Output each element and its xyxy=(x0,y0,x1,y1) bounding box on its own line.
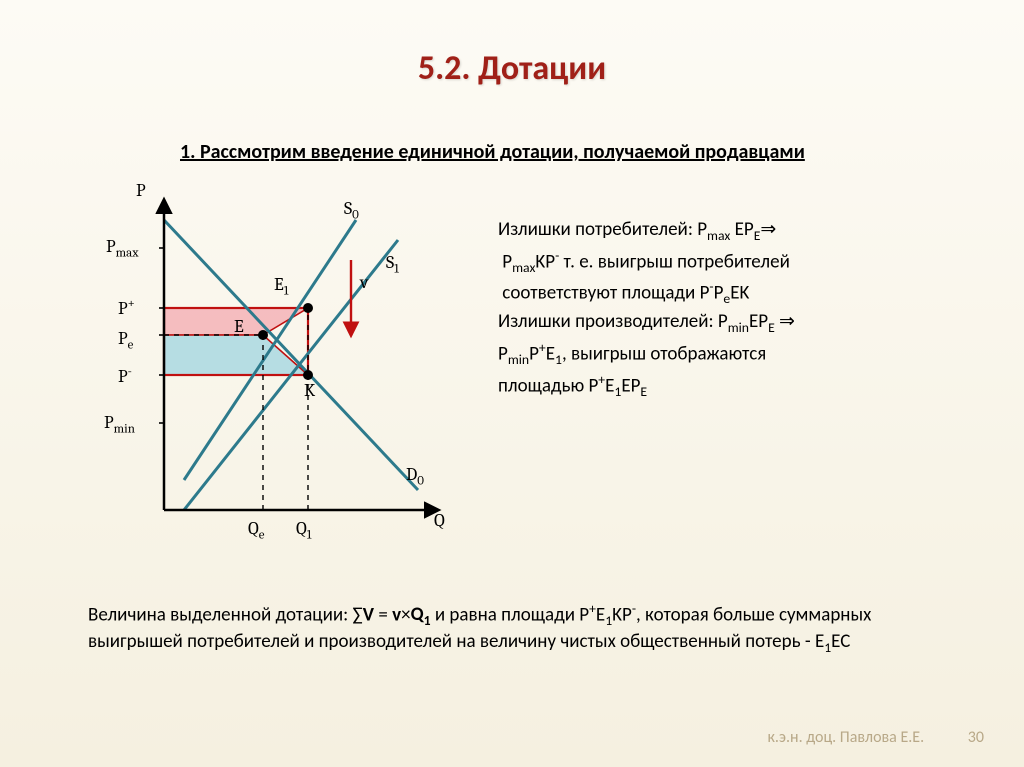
chart-label-E1: E1 xyxy=(274,274,288,299)
bottom-explanation: Величина выделенной дотации: ∑V = v×Q1 и… xyxy=(88,600,958,656)
chart-label-v: v xyxy=(360,272,368,293)
chart-label-S0: S0 xyxy=(344,198,359,223)
footer: к.э.н. доц. Павлова Е.Е. 30 xyxy=(0,728,984,747)
footer-author: к.э.н. доц. Павлова Е.Е. xyxy=(767,728,924,747)
chart-label-Q1: Q1 xyxy=(296,518,312,543)
intro-text: 1. Рассмотрим введение единичной дотации… xyxy=(180,140,820,164)
chart-label-E: E xyxy=(234,316,244,337)
chart-label-D0: D0 xyxy=(406,464,424,489)
chart-label-Pmin: Pmin xyxy=(104,412,135,437)
chart-label-Pmax: Pmax xyxy=(106,236,139,261)
chart-label-Qe: Qe xyxy=(248,518,265,543)
chart-label-S1: S1 xyxy=(386,252,399,277)
side-explanation: Излишки потребителей: Рmax EРE⇒ РmaxKР- … xyxy=(498,218,978,403)
chart-label-Q: Q xyxy=(434,510,445,531)
chart-label-P: P xyxy=(136,180,146,201)
chart-label-Pe: Pe xyxy=(118,328,133,353)
footer-page: 30 xyxy=(968,728,984,747)
slide-title: 5.2. Дотации xyxy=(0,48,1024,89)
supply-demand-chart: P Pmax P+ Pe P- Pmin S0 S1 D0 Q Qe Q1 E E1 Kv xyxy=(88,180,478,560)
chart-label-K: K xyxy=(304,380,315,401)
chart-label-Pplus: P+ xyxy=(118,296,135,319)
chart-label-Pminus: P- xyxy=(118,364,132,387)
